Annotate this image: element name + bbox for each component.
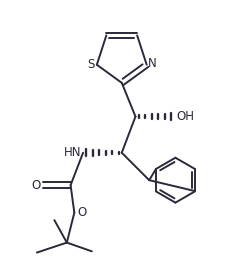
Text: OH: OH [176,110,194,123]
Text: O: O [31,179,40,192]
Text: HN: HN [63,146,81,159]
Text: N: N [147,57,156,70]
Text: S: S [87,58,95,71]
Text: O: O [77,206,86,219]
